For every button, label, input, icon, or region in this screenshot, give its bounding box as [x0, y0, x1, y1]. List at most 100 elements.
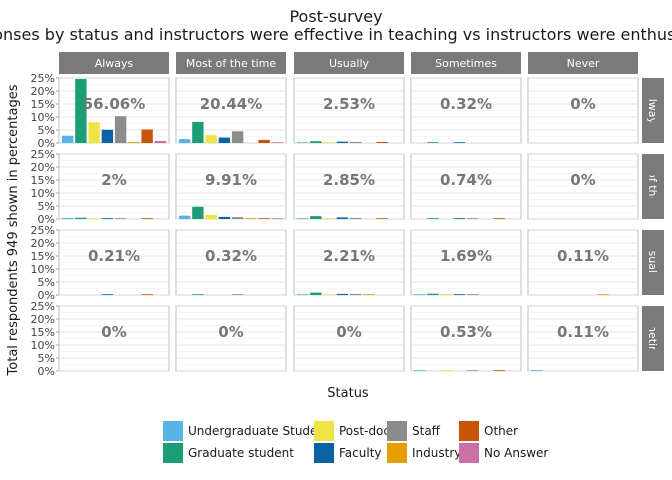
y-tick-label: 5%	[38, 124, 55, 137]
bar	[453, 218, 466, 219]
y-tick-label: 10%	[31, 111, 55, 124]
y-tick-label: 20%	[31, 161, 55, 174]
legend: Undergraduate Student Graduate student Pos…	[163, 420, 563, 464]
panel-total-label: 2.53%	[323, 95, 375, 113]
bar	[245, 218, 257, 219]
y-tick-label: 0%	[38, 365, 55, 378]
legend-label: Staff	[412, 424, 440, 438]
y-tick-label: 15%	[31, 326, 55, 339]
bar	[192, 121, 204, 143]
bar	[493, 370, 505, 371]
panel-total-label: 0.74%	[440, 171, 492, 189]
legend-swatch	[163, 421, 183, 441]
bar	[597, 294, 609, 295]
bar	[427, 218, 439, 219]
bar	[231, 131, 244, 143]
bar	[114, 218, 127, 219]
row-strip-label: Usually	[646, 242, 659, 283]
bar	[413, 294, 426, 295]
bar	[466, 294, 479, 295]
legend-swatch	[459, 443, 479, 463]
y-tick-label: 20%	[31, 237, 55, 250]
bar	[336, 293, 349, 295]
bar	[427, 142, 439, 143]
bar	[296, 294, 309, 295]
panel-total-label: 0%	[101, 323, 126, 341]
bar	[61, 135, 74, 143]
y-tick-label: 0%	[38, 137, 55, 150]
panel-total-label: 9.91%	[205, 171, 257, 189]
bar	[349, 217, 362, 219]
panel-total-label: 1.69%	[440, 247, 492, 265]
legend-swatch	[314, 421, 334, 441]
legend-label: Faculty	[339, 446, 382, 460]
legend-label: Post-doc	[339, 424, 390, 438]
y-tick-label: 5%	[38, 276, 55, 289]
legend-item: Other	[459, 420, 518, 442]
legend-swatch	[387, 443, 407, 463]
bar	[88, 218, 100, 219]
row-strip	[642, 230, 664, 295]
panel-total-label: 0.11%	[557, 247, 609, 265]
bar	[296, 142, 309, 143]
bar	[231, 217, 244, 219]
column-strip-label: Always	[95, 57, 134, 70]
bar	[440, 293, 452, 295]
legend-item: Faculty	[314, 442, 382, 464]
bar	[101, 218, 114, 219]
bar	[231, 294, 244, 295]
bar	[205, 214, 217, 219]
bar	[178, 139, 191, 143]
legend-item: Post-doc	[314, 420, 390, 442]
legend-item: Graduate student	[163, 442, 294, 464]
panel-total-label: 0.32%	[440, 95, 492, 113]
panel-total-label: 0.21%	[88, 247, 140, 265]
bar	[427, 293, 439, 295]
panel-total-label: 2%	[101, 171, 126, 189]
y-tick-label: 10%	[31, 339, 55, 352]
row-strip-label: Most of the time	[646, 141, 659, 231]
y-tick-label: 15%	[31, 174, 55, 187]
legend-swatch	[314, 443, 334, 463]
bar	[192, 294, 204, 295]
bar	[128, 141, 140, 143]
bar	[336, 141, 349, 143]
facet-panels: Always Most of the time Usually Sometimes Ne…	[31, 52, 664, 378]
panel-total-label: 20.44%	[200, 95, 262, 113]
bar	[61, 217, 74, 219]
bar	[205, 135, 217, 143]
legend-label: Undergraduate Student	[188, 424, 330, 438]
y-axis-title: Total respondents 949 shown in percentag…	[6, 84, 21, 376]
y-tick-label: 5%	[38, 352, 55, 365]
bar	[440, 370, 452, 371]
column-strip-label: Most of the time	[186, 57, 276, 70]
bar	[101, 129, 114, 143]
panel-total-label: 2.85%	[323, 171, 375, 189]
column-strip-label: Usually	[329, 57, 370, 70]
column-strip	[294, 52, 404, 74]
row-strip	[642, 306, 664, 371]
bar	[310, 141, 322, 143]
column-strip	[176, 52, 286, 74]
panel-total-label: 0%	[570, 171, 595, 189]
bar	[218, 137, 231, 143]
bar	[466, 370, 479, 371]
bar	[310, 216, 322, 219]
legend-swatch	[387, 421, 407, 441]
bar	[323, 218, 335, 219]
bar	[413, 370, 426, 371]
legend-swatch	[163, 443, 183, 463]
y-tick-label: 25%	[31, 72, 55, 85]
panel-total-label: 0.53%	[440, 323, 492, 341]
bar	[192, 206, 204, 219]
x-axis-title: Status	[327, 386, 369, 401]
panel-total-label: 56.06%	[83, 95, 145, 113]
bar	[323, 294, 335, 295]
bar	[466, 218, 479, 219]
bar	[101, 294, 114, 295]
y-tick-label: 0%	[38, 289, 55, 302]
bar	[258, 218, 270, 219]
y-tick-label: 15%	[31, 250, 55, 263]
bar	[141, 218, 153, 219]
